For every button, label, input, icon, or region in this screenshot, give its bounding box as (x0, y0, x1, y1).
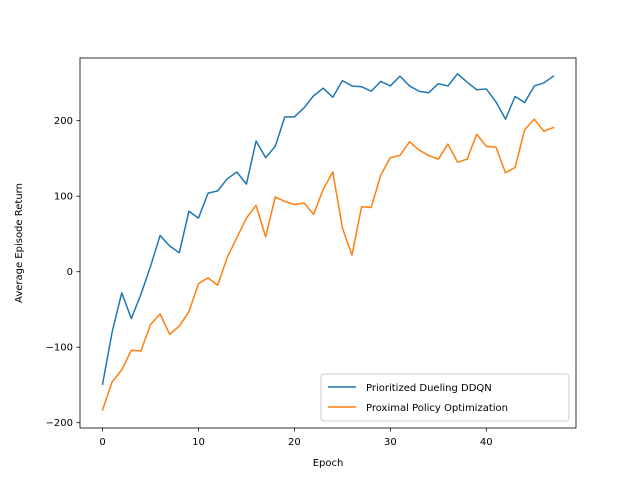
legend-label-ddqn: Prioritized Dueling DDQN (366, 383, 492, 394)
legend-label-ppo: Proximal Policy Optimization (366, 403, 508, 414)
y-tick-label: 0 (67, 267, 73, 278)
plot-area (80, 58, 576, 428)
y-tick-label: 200 (54, 116, 73, 127)
x-axis-label: Epoch (313, 458, 344, 469)
series-line-ppo (101, 118, 555, 411)
x-tick-label: 40 (480, 437, 493, 448)
x-tick-label: 20 (288, 437, 301, 448)
x-axis: 0 10 20 30 40 (99, 428, 493, 448)
x-tick-label: 0 (99, 437, 105, 448)
plot-frame (79, 57, 577, 429)
y-axis-label: Average Episode Return (14, 183, 25, 303)
x-tick-label: 10 (192, 437, 205, 448)
x-tick-label: 30 (384, 437, 397, 448)
y-tick-label: −200 (46, 418, 73, 429)
y-tick-label: −100 (46, 343, 73, 354)
y-tick-label: 100 (54, 192, 73, 203)
series-line-ddqn (101, 73, 555, 386)
y-axis: −200 −100 0 100 200 (46, 116, 80, 429)
series-layer (101, 73, 555, 411)
legend: Prioritized Dueling DDQN Proximal Policy… (320, 373, 570, 422)
legend-box (320, 373, 570, 422)
